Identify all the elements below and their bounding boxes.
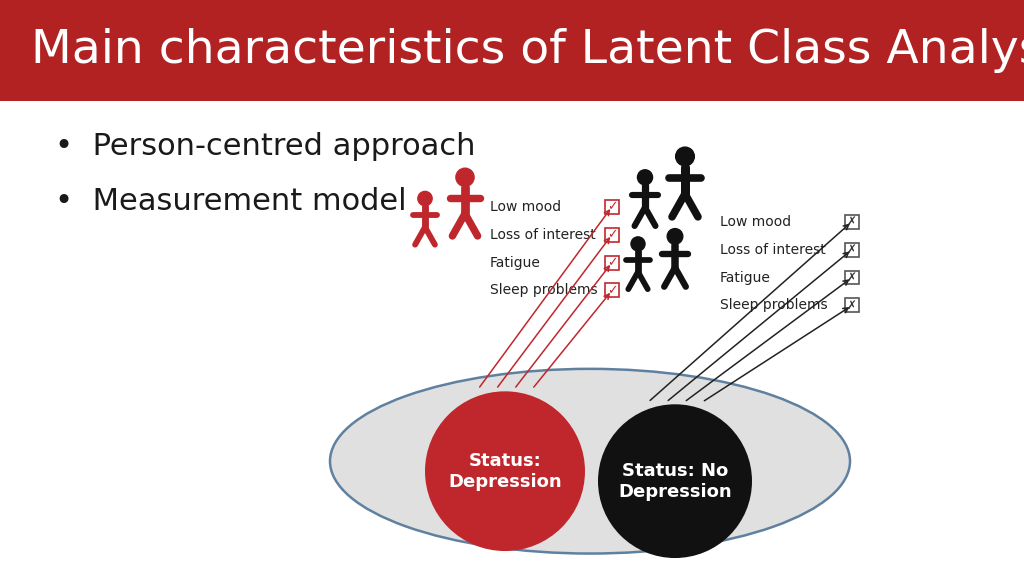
Text: ✗: ✗: [847, 215, 857, 228]
Ellipse shape: [330, 369, 850, 554]
Text: ✓: ✓: [607, 284, 617, 297]
Bar: [845, 271, 859, 285]
Text: ✗: ✗: [847, 271, 857, 284]
Text: ✓: ✓: [607, 228, 617, 241]
Text: ✓: ✓: [607, 200, 617, 213]
Text: Loss of interest: Loss of interest: [720, 242, 825, 256]
Bar: [845, 298, 859, 312]
Text: Status:
Depression: Status: Depression: [449, 452, 562, 491]
Text: ✗: ✗: [847, 299, 857, 312]
Circle shape: [631, 237, 645, 251]
Circle shape: [418, 191, 432, 206]
Bar: [605, 200, 618, 214]
Text: ✓: ✓: [607, 256, 617, 269]
Text: Low mood: Low mood: [490, 200, 561, 214]
Ellipse shape: [425, 391, 585, 551]
Text: •  Measurement model: • Measurement model: [55, 187, 407, 216]
Circle shape: [668, 229, 683, 244]
Text: Status: No
Depression: Status: No Depression: [618, 462, 732, 501]
Ellipse shape: [598, 404, 752, 558]
Text: Low mood: Low mood: [720, 215, 792, 229]
Circle shape: [676, 147, 694, 166]
Bar: [605, 283, 618, 297]
Text: Loss of interest: Loss of interest: [490, 228, 596, 241]
Bar: [605, 256, 618, 270]
Bar: [845, 215, 859, 229]
Text: ✗: ✗: [847, 243, 857, 256]
Bar: [845, 242, 859, 256]
Text: Main characteristics of Latent Class Analysis (LCA): Main characteristics of Latent Class Ana…: [31, 28, 1024, 73]
Circle shape: [456, 168, 474, 187]
Text: Sleep problems: Sleep problems: [720, 298, 827, 312]
Circle shape: [638, 170, 652, 185]
Text: Fatigue: Fatigue: [490, 256, 541, 270]
Text: Fatigue: Fatigue: [720, 271, 771, 285]
Text: •  Person-centred approach: • Person-centred approach: [55, 132, 475, 161]
Bar: [605, 228, 618, 241]
Text: Sleep problems: Sleep problems: [490, 283, 598, 297]
